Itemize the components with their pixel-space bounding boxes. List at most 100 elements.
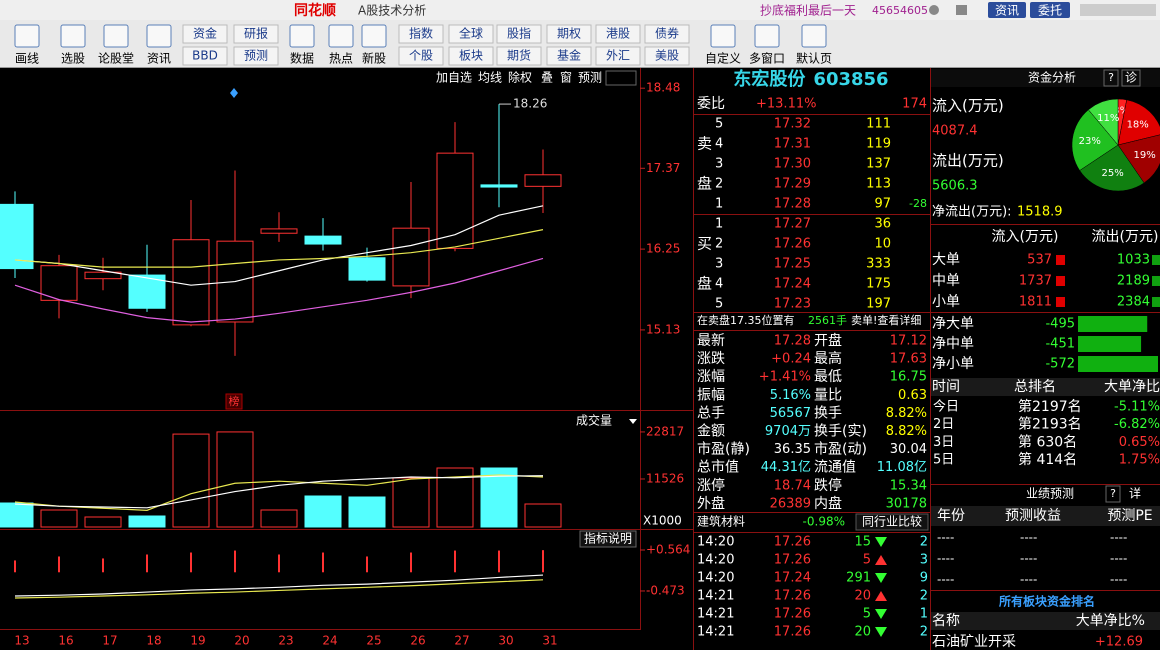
tool-label[interactable]: 自定义 <box>705 51 741 66</box>
tool-button-label[interactable]: 指数 <box>409 26 433 41</box>
list-marker-box[interactable] <box>225 393 243 410</box>
stat-label: 内盘 <box>814 495 842 512</box>
tool-button-label[interactable]: 预测 <box>244 49 268 63</box>
forecast-cell: ---- <box>937 531 954 545</box>
book-price: 17.29 <box>774 177 811 192</box>
tool-icon[interactable] <box>60 24 86 48</box>
net-value: -495 <box>1045 317 1075 332</box>
tool-icon[interactable] <box>328 24 354 48</box>
chart-button[interactable]: 叠 <box>541 71 553 85</box>
tool-button-label[interactable]: 基金 <box>557 48 581 63</box>
tool-icon[interactable] <box>754 24 780 48</box>
indicator-help-box[interactable] <box>579 530 637 548</box>
tool-button[interactable] <box>546 24 592 44</box>
tool-button-label[interactable]: 个股 <box>409 49 433 63</box>
compare-label[interactable]: 同行业比较 <box>862 514 922 529</box>
tool-button[interactable] <box>233 24 279 44</box>
panel-title[interactable]: 成交量 <box>576 413 612 428</box>
title-button-label[interactable]: 委托 <box>1038 4 1062 18</box>
tool-button[interactable] <box>644 46 690 66</box>
stat-value: 17.12 <box>890 334 927 349</box>
tool-button[interactable] <box>546 46 592 66</box>
tool-button[interactable] <box>595 46 641 66</box>
promo[interactable]: 抄底福利最后一天 <box>760 3 856 18</box>
book-level: 2 <box>715 177 723 192</box>
compare-button[interactable] <box>855 513 929 531</box>
tool-icon[interactable] <box>289 24 315 48</box>
diag-box[interactable] <box>1121 69 1141 87</box>
title-button-label[interactable]: 资讯 <box>995 4 1019 18</box>
chart-nav[interactable] <box>605 70 637 86</box>
tool-button-label[interactable]: 期货 <box>507 48 531 63</box>
tool-button[interactable] <box>595 24 641 44</box>
tool-button-label[interactable]: BBD <box>192 49 218 63</box>
tool-label[interactable]: 论股堂 <box>98 52 134 66</box>
tool-icon[interactable] <box>146 24 172 48</box>
title-button[interactable] <box>988 2 1026 18</box>
indicator-help[interactable]: 指标说明 <box>584 531 632 546</box>
tool-button-label[interactable]: 股指 <box>507 26 531 41</box>
detail[interactable]: 详 <box>1129 486 1141 501</box>
tool-label[interactable]: 画线 <box>15 52 39 66</box>
tool-label[interactable]: 新股 <box>362 51 386 66</box>
tool-label[interactable]: 资讯 <box>147 52 171 66</box>
help[interactable]: ? <box>1108 71 1114 84</box>
tool-button[interactable] <box>496 24 542 44</box>
title-button[interactable] <box>1030 2 1070 18</box>
chart-button[interactable]: 加自选 <box>436 71 472 85</box>
tool-button[interactable] <box>644 24 690 44</box>
x-tick-label: 19 <box>190 634 205 648</box>
help-box[interactable] <box>1103 69 1119 87</box>
tool-label[interactable]: 数据 <box>290 51 314 66</box>
net-value: -451 <box>1045 337 1075 352</box>
side-label: 盘 <box>697 275 712 293</box>
tool-label[interactable]: 多窗口 <box>749 52 785 66</box>
tool-button-label[interactable]: 期权 <box>557 27 581 41</box>
tool-label[interactable]: 热点 <box>329 52 353 66</box>
candle-body <box>260 228 298 234</box>
tool-button-label[interactable]: 全球 <box>459 26 483 41</box>
tool-button[interactable] <box>448 46 494 66</box>
tool-label[interactable]: 默认页 <box>796 51 832 66</box>
tool-button[interactable] <box>233 46 279 66</box>
stat-value: 26389 <box>770 496 811 511</box>
tool-button[interactable] <box>182 24 228 44</box>
help[interactable]: ? <box>1110 487 1116 500</box>
list-marker[interactable]: 榜 <box>229 394 240 408</box>
tool-label[interactable]: 选股 <box>61 52 85 66</box>
tool-button-label[interactable]: 资金 <box>193 26 217 41</box>
bell-icon[interactable] <box>929 5 939 15</box>
side-label: 买 <box>697 235 712 253</box>
tool-icon[interactable] <box>14 24 40 48</box>
tool-icon[interactable] <box>710 24 736 48</box>
tool-button-label[interactable]: 外汇 <box>606 49 630 63</box>
tool-button-label[interactable]: 债券 <box>655 26 679 41</box>
tool-button[interactable] <box>496 46 542 66</box>
dropdown-arrow[interactable] <box>629 419 637 424</box>
shirt-icon[interactable] <box>956 5 967 15</box>
tool-button-label[interactable]: 板块 <box>459 49 483 63</box>
chart-button[interactable]: 预测 <box>578 71 602 85</box>
sector-name[interactable]: 石油矿业开采 <box>932 634 1016 650</box>
tool-icon[interactable] <box>801 24 827 48</box>
tool-button-label[interactable]: 港股 <box>606 27 630 41</box>
window-controls[interactable] <box>1080 4 1156 16</box>
chart-button[interactable]: 均线 <box>478 71 502 85</box>
notice-link[interactable]: 卖单!查看详细 <box>851 313 921 327</box>
forecast-cell: ---- <box>1110 573 1127 587</box>
tool-button[interactable] <box>448 24 494 44</box>
side-label: 盘 <box>697 175 712 193</box>
tool-icon[interactable] <box>361 24 387 48</box>
help-box[interactable] <box>1105 485 1121 503</box>
tool-button-label[interactable]: 研报 <box>244 26 268 41</box>
tool-button[interactable] <box>182 46 228 66</box>
chart-button[interactable]: 窗 <box>560 71 572 85</box>
tool-button[interactable] <box>398 24 444 44</box>
tool-icon[interactable] <box>103 24 129 48</box>
tool-button-label[interactable]: 美股 <box>655 49 679 63</box>
tool-button[interactable] <box>398 46 444 66</box>
chart-button[interactable]: 除权 <box>508 70 532 85</box>
diag[interactable]: 诊 <box>1125 71 1137 85</box>
flow-in: 537 <box>1027 253 1052 268</box>
table-header: 流入(万元) <box>992 229 1059 245</box>
